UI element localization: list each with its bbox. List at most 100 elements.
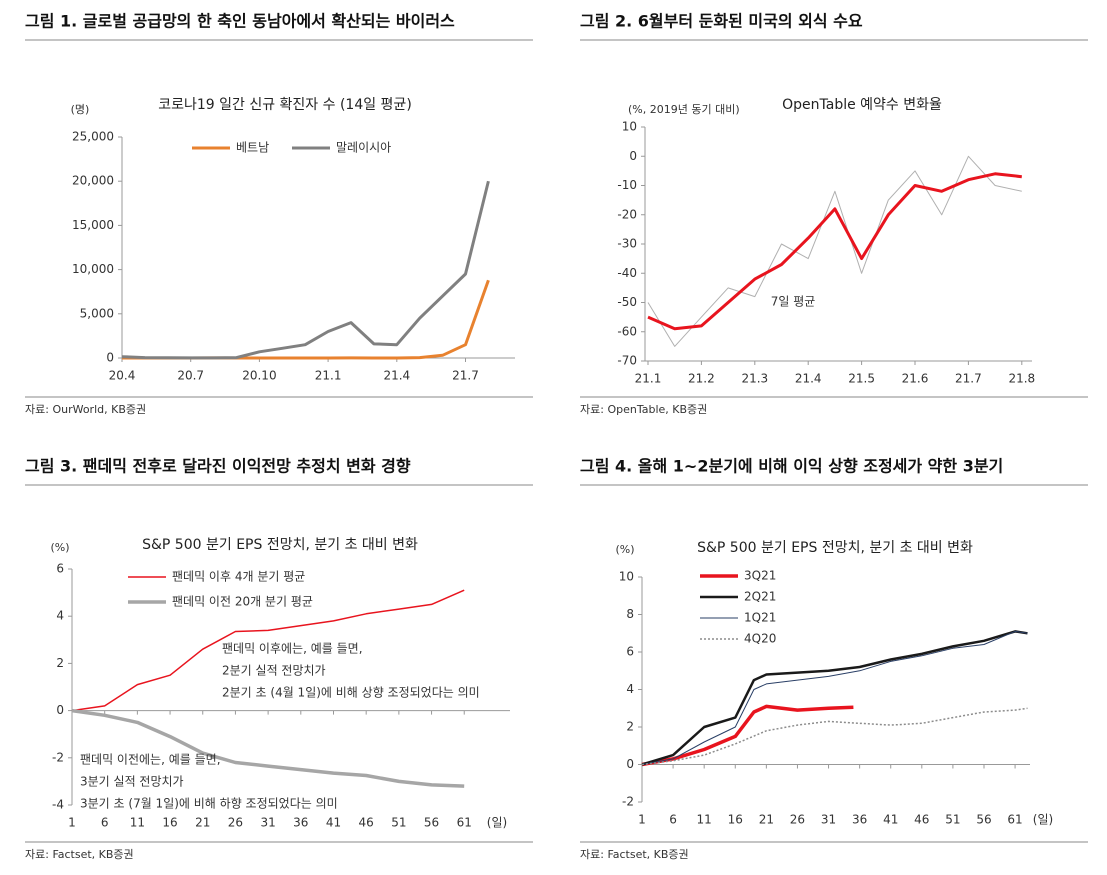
x-tick-label: 20.7: [177, 369, 204, 383]
y-tick-label: 0: [106, 351, 114, 365]
legend-label: 3Q21: [744, 569, 776, 583]
legend-label: 팬데믹 이전 20개 분기 평균: [172, 595, 313, 609]
source: 자료: Factset, KB증권: [25, 848, 134, 861]
chart-subtitle: 코로나19 일간 신규 확진자 수 (14일 평균): [158, 97, 412, 113]
legend-label: 베트남: [236, 141, 269, 155]
x-tick-label: 21.7: [955, 372, 982, 386]
x-tick-label: 21.5: [848, 372, 875, 386]
figure-title: 그림 2. 6월부터 둔화된 미국의 외식 수요: [580, 12, 863, 31]
source: 자료: OurWorld, KB증권: [25, 403, 146, 416]
y-tick-label: 5,000: [80, 306, 114, 320]
x-tick-label: 46: [359, 816, 374, 830]
y-tick-label: 15,000: [72, 218, 114, 232]
x-tick-label: 21.6: [902, 372, 929, 386]
source: 자료: Factset, KB증권: [580, 848, 689, 861]
y-tick-label: 2: [56, 656, 64, 670]
series-line: [641, 630, 1028, 766]
annotation: 3분기 실적 전망치가: [80, 775, 184, 789]
series-line: [641, 707, 1028, 766]
x-tick-label: 36: [293, 816, 308, 830]
y-tick-label: 4: [626, 682, 634, 696]
y-tick-label: -2: [52, 750, 64, 764]
x-tick-label: 26: [790, 813, 805, 827]
x-tick-label: 21.3: [741, 372, 768, 386]
chart-subtitle: S&P 500 분기 EPS 전망치, 분기 초 대비 변화: [142, 537, 418, 553]
x-tick-label: 21: [195, 816, 210, 830]
y-tick-label: 10: [619, 570, 634, 584]
x-tick-label: 6: [669, 813, 677, 827]
annotation: 팬데믹 이전에는, 예를 들면,: [80, 753, 221, 767]
legend-label: 4Q20: [744, 632, 776, 646]
figure-title: 그림 3. 팬데믹 전후로 달라진 이익전망 추정치 변화 경향: [25, 457, 411, 476]
x-tick-label: 16: [162, 816, 177, 830]
y-tick-label: -20: [617, 207, 637, 221]
y-tick-label: 25,000: [72, 130, 114, 144]
y-tick-label: 2: [626, 720, 634, 734]
y-axis-unit: (%): [615, 543, 634, 556]
annotation: 2분기 실적 전망치가: [222, 664, 326, 678]
y-tick-label: -50: [617, 295, 637, 309]
y-tick-label: -40: [617, 266, 637, 280]
y-tick-label: 0: [56, 703, 64, 717]
y-tick-label: 20,000: [72, 174, 114, 188]
x-tick-label: 56: [424, 816, 439, 830]
series-line: [641, 704, 854, 767]
series-line: [121, 180, 490, 360]
legend-label: 1Q21: [744, 611, 776, 625]
x-tick-label: 11: [697, 813, 712, 827]
y-tick-label: 0: [626, 757, 634, 771]
y-tick-label: -60: [617, 324, 637, 338]
legend-label: 2Q21: [744, 590, 776, 604]
x-tick-label: 21.4: [383, 369, 410, 383]
y-tick-label: 0: [629, 149, 637, 163]
x-tick-label: 41: [883, 813, 898, 827]
x-tick-label: 51: [945, 813, 960, 827]
x-tick-label: 21: [759, 813, 774, 827]
annotation: 팬데믹 이후에는, 예를 들면,: [222, 642, 363, 656]
x-axis-unit: (일): [487, 816, 507, 830]
series-line: [71, 708, 465, 788]
series-line: [122, 279, 490, 360]
y-tick-label: -30: [617, 237, 637, 251]
series-line: [647, 172, 1022, 331]
x-tick-label: 16: [728, 813, 743, 827]
x-tick-label: 31: [821, 813, 836, 827]
source: 자료: OpenTable, KB증권: [580, 403, 707, 416]
y-tick-label: -4: [52, 798, 64, 812]
y-tick-label: 10: [622, 120, 637, 134]
x-tick-label: 1: [68, 816, 76, 830]
x-tick-label: 61: [457, 816, 472, 830]
series-line: [647, 155, 1022, 347]
x-tick-label: 21.1: [315, 369, 342, 383]
x-tick-label: 6: [101, 816, 109, 830]
legend-label: 팬데믹 이후 4개 분기 평균: [172, 570, 305, 584]
chart-subtitle: OpenTable 예약수 변화율: [782, 97, 942, 113]
chart-subtitle: S&P 500 분기 EPS 전망치, 분기 초 대비 변화: [697, 540, 973, 556]
y-tick-label: 8: [626, 607, 634, 621]
x-tick-label: 26: [228, 816, 243, 830]
figure-title: 그림 1. 글로벌 공급망의 한 축인 동남아에서 확산되는 바이러스: [25, 12, 455, 31]
x-tick-label: 51: [391, 816, 406, 830]
series-line: [71, 589, 465, 712]
x-tick-label: 20.4: [109, 369, 136, 383]
legend-label: 말레이시아: [336, 141, 391, 155]
x-tick-label: 11: [130, 816, 145, 830]
y-tick-label: 6: [56, 562, 64, 576]
y-tick-label: 4: [56, 609, 64, 623]
y-tick-label: 6: [626, 645, 634, 659]
x-tick-label: 31: [260, 816, 275, 830]
annotation: 3분기 초 (7월 1일)에 비해 하향 조정되었다는 의미: [80, 797, 338, 811]
y-tick-label: -10: [617, 178, 637, 192]
y-tick-label: -70: [617, 354, 637, 368]
x-tick-label: 46: [914, 813, 929, 827]
y-tick-label: -2: [622, 795, 634, 809]
x-axis-unit: (일): [1033, 813, 1053, 827]
x-tick-label: 56: [976, 813, 991, 827]
x-tick-label: 21.1: [635, 372, 662, 386]
x-tick-label: 61: [1007, 813, 1022, 827]
figure-title: 그림 4. 올해 1~2분기에 비해 이익 상향 조정세가 약한 3분기: [580, 457, 1003, 476]
y-axis-unit: (%): [50, 541, 69, 554]
series-label: 7일 평균: [771, 295, 816, 309]
x-tick-label: 21.4: [795, 372, 822, 386]
